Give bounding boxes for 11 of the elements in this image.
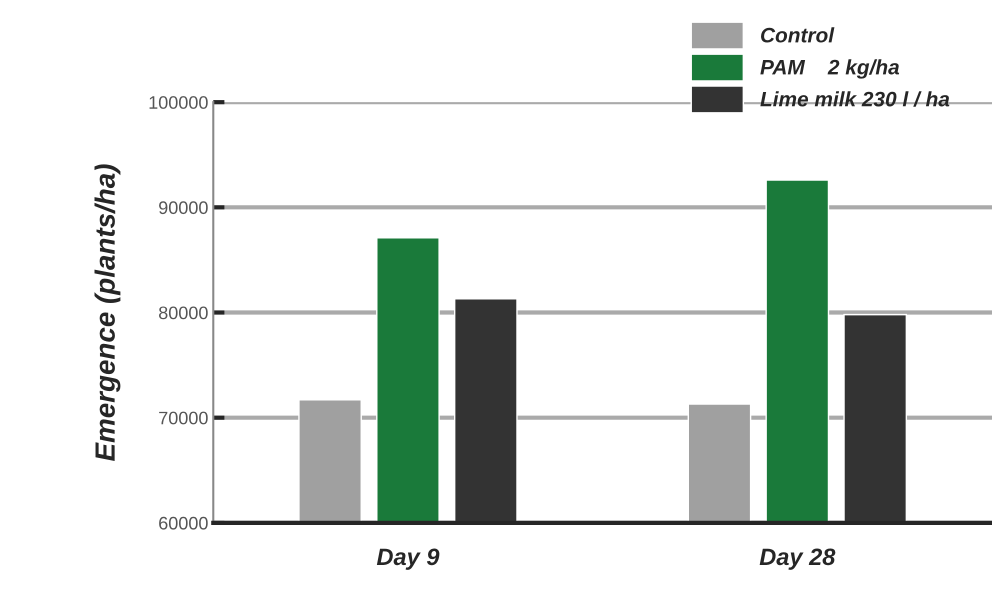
legend-label: PAM 2 kg/ha <box>760 59 900 79</box>
y-tick-label: 100000 <box>150 96 208 109</box>
legend-label: Control <box>761 27 834 43</box>
y-axis-title: Emergence (plants/ha) <box>94 164 120 461</box>
y-tick-label: 90000 <box>159 201 208 214</box>
y-tick-label: 70000 <box>159 412 208 424</box>
y-tick-label: 60000 <box>159 516 208 530</box>
x-tick-label: Day 28 <box>760 548 836 570</box>
x-tick-label: Day 9 <box>376 548 440 570</box>
legend-label: Lime milk 230 l / ha <box>760 91 950 107</box>
y-tick-label: 80000 <box>159 306 208 320</box>
